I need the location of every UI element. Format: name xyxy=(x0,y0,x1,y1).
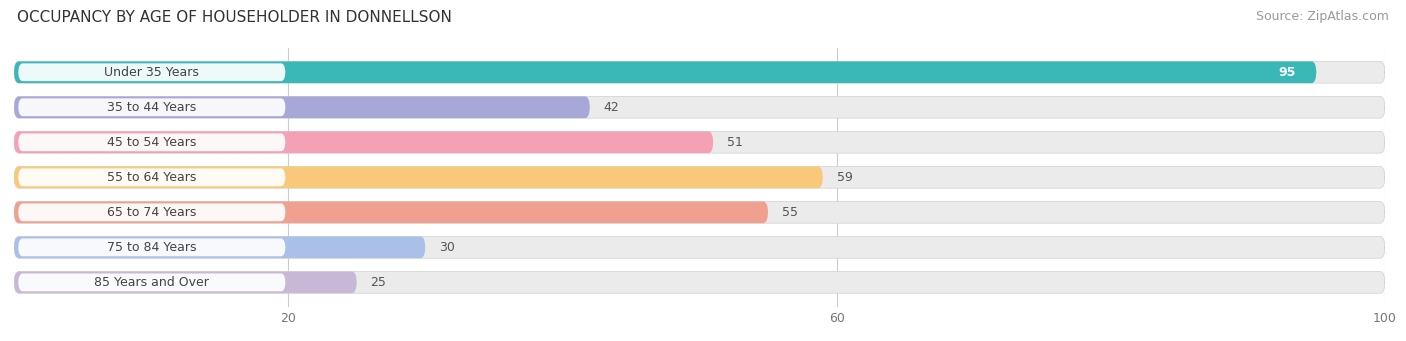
FancyBboxPatch shape xyxy=(18,63,285,81)
Text: 45 to 54 Years: 45 to 54 Years xyxy=(107,136,197,149)
Text: 75 to 84 Years: 75 to 84 Years xyxy=(107,241,197,254)
Text: 59: 59 xyxy=(837,171,852,184)
Text: 51: 51 xyxy=(727,136,742,149)
Text: 55: 55 xyxy=(782,206,797,219)
FancyBboxPatch shape xyxy=(14,97,591,118)
FancyBboxPatch shape xyxy=(14,237,425,258)
FancyBboxPatch shape xyxy=(14,131,713,153)
FancyBboxPatch shape xyxy=(18,133,285,151)
FancyBboxPatch shape xyxy=(14,61,1316,83)
FancyBboxPatch shape xyxy=(14,131,1385,153)
FancyBboxPatch shape xyxy=(14,97,1385,118)
Text: 65 to 74 Years: 65 to 74 Years xyxy=(107,206,197,219)
Text: 85 Years and Over: 85 Years and Over xyxy=(94,276,209,289)
FancyBboxPatch shape xyxy=(18,204,285,221)
Text: 42: 42 xyxy=(603,101,619,114)
FancyBboxPatch shape xyxy=(18,168,285,186)
FancyBboxPatch shape xyxy=(18,98,285,116)
Text: 30: 30 xyxy=(439,241,456,254)
Text: 55 to 64 Years: 55 to 64 Years xyxy=(107,171,197,184)
FancyBboxPatch shape xyxy=(14,237,1385,258)
Text: 25: 25 xyxy=(371,276,387,289)
FancyBboxPatch shape xyxy=(14,202,768,223)
FancyBboxPatch shape xyxy=(14,202,1385,223)
FancyBboxPatch shape xyxy=(14,61,1385,83)
Text: Source: ZipAtlas.com: Source: ZipAtlas.com xyxy=(1256,10,1389,23)
FancyBboxPatch shape xyxy=(14,271,1385,293)
FancyBboxPatch shape xyxy=(18,238,285,256)
FancyBboxPatch shape xyxy=(14,166,823,188)
Text: Under 35 Years: Under 35 Years xyxy=(104,66,200,79)
FancyBboxPatch shape xyxy=(14,271,357,293)
Text: 95: 95 xyxy=(1278,66,1296,79)
FancyBboxPatch shape xyxy=(14,166,1385,188)
Text: 35 to 44 Years: 35 to 44 Years xyxy=(107,101,197,114)
FancyBboxPatch shape xyxy=(18,273,285,291)
Text: OCCUPANCY BY AGE OF HOUSEHOLDER IN DONNELLSON: OCCUPANCY BY AGE OF HOUSEHOLDER IN DONNE… xyxy=(17,10,451,25)
